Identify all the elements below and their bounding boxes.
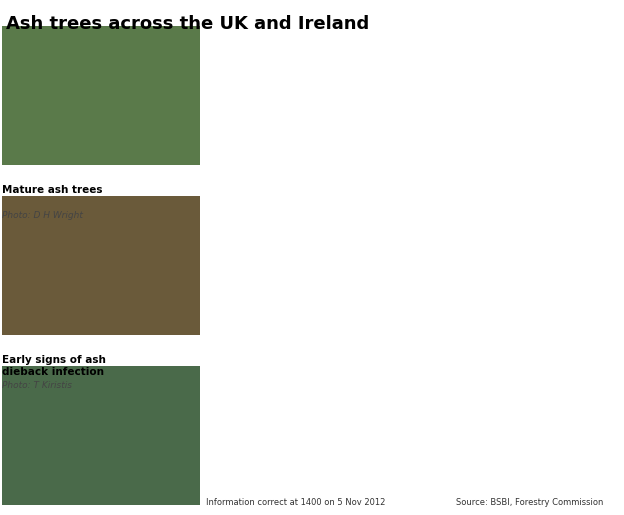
Text: Mature ash trees: Mature ash trees (2, 185, 102, 195)
Text: Source: BSBI, Forestry Commission: Source: BSBI, Forestry Commission (456, 499, 603, 507)
FancyBboxPatch shape (2, 196, 200, 335)
Text: Photo: D H Wright: Photo: D H Wright (2, 211, 83, 220)
Text: Ash trees across the UK and Ireland: Ash trees across the UK and Ireland (6, 15, 369, 33)
Text: Early signs of ash
dieback infection: Early signs of ash dieback infection (2, 355, 106, 377)
FancyBboxPatch shape (2, 26, 200, 165)
Text: Photo: T Kiristis: Photo: T Kiristis (2, 381, 72, 390)
Text: Information correct at 1400 on 5 Nov 2012: Information correct at 1400 on 5 Nov 201… (206, 499, 385, 507)
FancyBboxPatch shape (2, 366, 200, 505)
